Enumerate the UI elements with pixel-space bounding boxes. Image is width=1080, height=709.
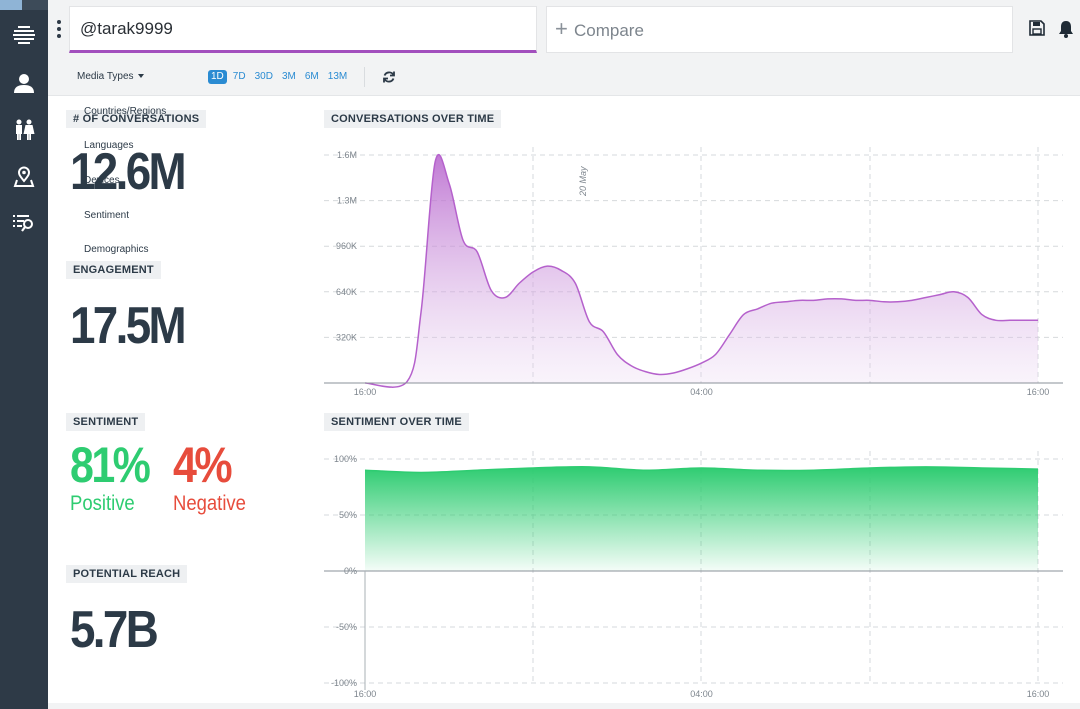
- x-tick-label: 04:00: [690, 387, 713, 397]
- menu-item-languages[interactable]: Languages: [84, 140, 134, 151]
- date-annotation: 20 May: [578, 166, 588, 197]
- y-tick-label: 1.6M: [337, 150, 357, 160]
- user-icon[interactable]: [12, 71, 36, 95]
- caret-down-icon: [137, 74, 144, 79]
- range-3m[interactable]: 3M: [281, 71, 296, 82]
- compare-button[interactable]: + Compare: [546, 6, 1013, 53]
- series-area: [365, 466, 1038, 571]
- engagement-value: 17.5M: [70, 297, 187, 355]
- sidebar-top-accent: [0, 0, 48, 10]
- positive-label: Positive: [70, 492, 135, 515]
- x-tick-label: 16:00: [1027, 387, 1050, 397]
- positive-percent: 81%: [70, 437, 151, 493]
- menu-item-devices[interactable]: Devices: [84, 175, 120, 186]
- compare-label: Compare: [574, 21, 644, 40]
- y-tick-label: -100%: [331, 678, 357, 688]
- x-tick-label: 16:00: [1027, 689, 1050, 699]
- y-tick-label: 320K: [336, 332, 357, 342]
- toolbar-divider: [364, 67, 365, 87]
- sidebar: [0, 0, 48, 709]
- time-range-selector: 1D 7D 30D 3M 6M 13M: [208, 70, 350, 84]
- conversations-chart: 1.6M 1.3M 960K 640K 320K 16:00 04:00 16:00 20 Ma…: [324, 147, 1063, 397]
- negative-label: Negative: [173, 492, 246, 515]
- y-tick-label: 640K: [336, 287, 357, 297]
- potential-reach-label: POTENTIAL REACH: [66, 565, 188, 583]
- search-box[interactable]: [69, 6, 537, 53]
- sentiment-chart-title: SENTIMENT OVER TIME: [324, 413, 469, 431]
- x-tick-label: 04:00: [690, 689, 713, 699]
- series-area: [365, 154, 1038, 388]
- people-icon[interactable]: [12, 118, 36, 142]
- series-line: [364, 153, 1038, 388]
- range-6m[interactable]: 6M: [304, 71, 319, 82]
- filter-toolbar: Media Types 1D 7D 30D 3M 6M 13M: [48, 58, 1080, 96]
- top-bar: + Compare: [48, 0, 1080, 58]
- y-tick-label: 50%: [339, 510, 357, 520]
- menu-item-demographics[interactable]: Demographics: [84, 244, 149, 255]
- save-icon[interactable]: [1029, 20, 1047, 38]
- menu-item-sentiment[interactable]: Sentiment: [84, 210, 130, 221]
- negative-percent: 4%: [173, 437, 233, 493]
- search-list-icon[interactable]: [12, 211, 36, 235]
- y-tick-label: 100%: [334, 454, 357, 464]
- y-tick-label: 1.3M: [337, 196, 357, 206]
- y-tick-label: 960K: [336, 241, 357, 251]
- location-pin-icon[interactable]: [12, 165, 36, 189]
- sentiment-label: SENTIMENT: [66, 413, 146, 431]
- kebab-menu-icon[interactable]: [56, 20, 62, 38]
- range-1d[interactable]: 1D: [208, 70, 227, 84]
- x-tick-label: 16:00: [354, 689, 377, 699]
- y-tick-label: -50%: [336, 622, 357, 632]
- conversations-chart-title: CONVERSATIONS OVER TIME: [324, 110, 502, 128]
- conversations-value: 12.6M: [70, 143, 187, 201]
- conversations-label: # OF CONVERSATIONS: [66, 110, 207, 128]
- engagement-label: ENGAGEMENT: [66, 261, 161, 279]
- range-30d[interactable]: 30D: [254, 71, 273, 82]
- stream-icon[interactable]: [12, 22, 36, 46]
- series-line: [364, 466, 1039, 474]
- sentiment-chart: 100%50%0%-50%-100%16:00 04:00 16:00: [324, 451, 1063, 699]
- menu-item-countries[interactable]: Countries/Regions: [84, 106, 167, 117]
- range-7d[interactable]: 7D: [232, 71, 246, 82]
- range-13m[interactable]: 13M: [327, 71, 348, 82]
- media-types-dropdown[interactable]: Media Types: [77, 71, 144, 82]
- media-types-label: Media Types: [77, 71, 134, 82]
- search-input[interactable]: [80, 17, 520, 41]
- plus-icon: +: [555, 16, 568, 41]
- bell-icon[interactable]: [1058, 20, 1076, 38]
- potential-reach-value: 5.7B: [70, 601, 159, 659]
- refresh-icon[interactable]: [382, 70, 396, 84]
- bottom-strip: [48, 703, 1080, 709]
- x-tick-label: 16:00: [354, 387, 377, 397]
